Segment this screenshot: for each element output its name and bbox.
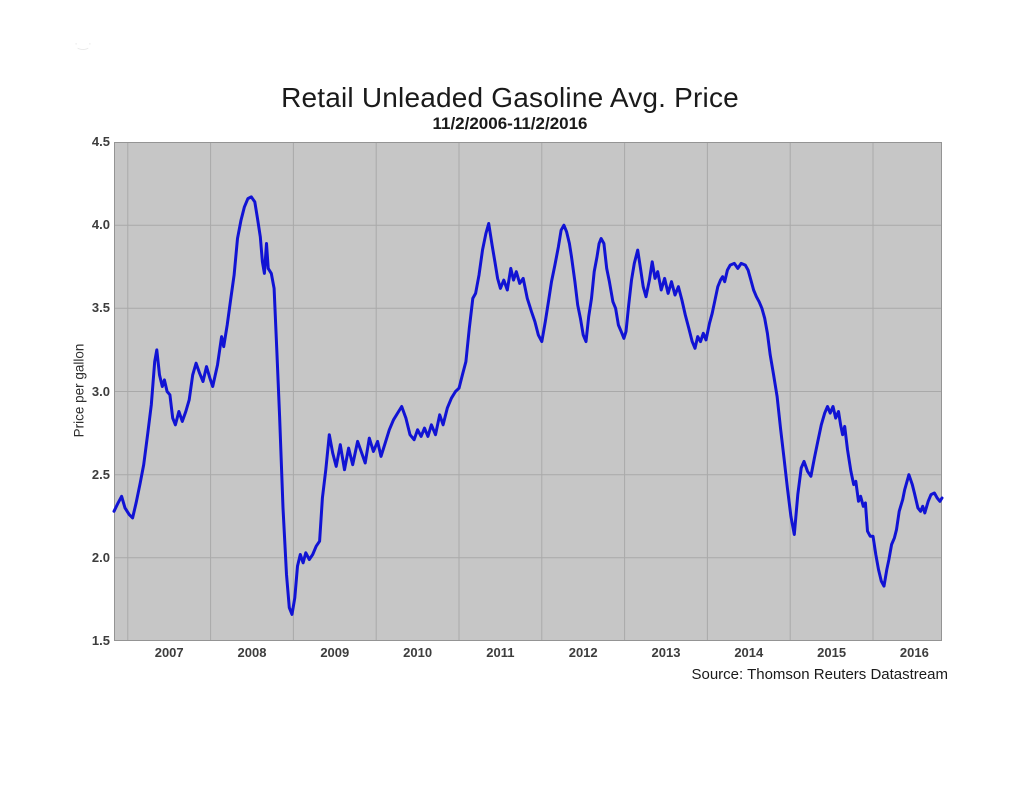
y-tick-label: 2.0 [91,549,110,565]
source-credit: Source: Thomson Reuters Datastream [691,666,948,683]
x-tick-label: 2014 [734,645,764,660]
y-tick-label: 3.5 [91,300,110,316]
x-tick-label: 2010 [403,645,433,660]
y-tick-label: 2.5 [91,466,110,482]
x-tick-label: 2009 [320,645,350,660]
plot-border [114,142,942,641]
x-tick-label: 2016 [899,645,929,660]
chart-subtitle: 11/2/2006-11/2/2016 [432,114,588,133]
y-tick-label: 4.5 [91,134,110,149]
x-tick-label: 2013 [651,645,681,660]
y-tick-label: 1.5 [91,633,110,648]
x-tick-label: 2012 [568,645,598,660]
x-tick-label: 2007 [154,645,184,660]
x-tick-label: 2008 [237,645,267,660]
y-tick-label: 3.0 [91,383,110,399]
x-tick-label: 2015 [817,645,847,660]
x-tick-label: 2011 [486,645,515,660]
price-line-series [112,195,944,616]
faint-watermark-mark: ·‿· [74,36,92,50]
y-tick-label: 4.0 [91,217,110,233]
chart-title: Retail Unleaded Gasoline Avg. Price [281,82,739,113]
